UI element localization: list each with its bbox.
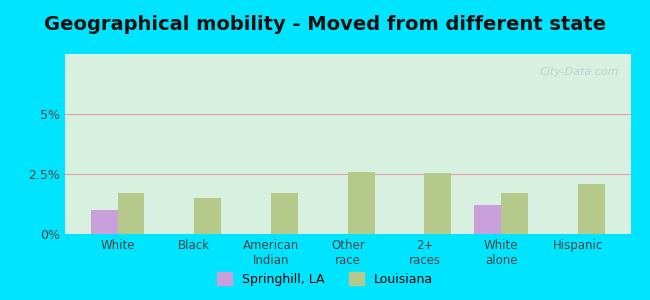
Bar	[474, 205, 501, 234]
Bar	[348, 172, 374, 234]
Bar	[118, 193, 144, 234]
Text: City-Data.com: City-Data.com	[540, 67, 619, 76]
Bar	[424, 173, 451, 234]
Bar	[194, 198, 221, 234]
Bar	[501, 193, 528, 234]
Text: Geographical mobility - Moved from different state: Geographical mobility - Moved from diffe…	[44, 15, 606, 34]
Bar	[271, 193, 298, 234]
Bar	[91, 210, 118, 234]
Legend: Springhill, LA, Louisiana: Springhill, LA, Louisiana	[212, 267, 438, 291]
Bar	[578, 184, 604, 234]
